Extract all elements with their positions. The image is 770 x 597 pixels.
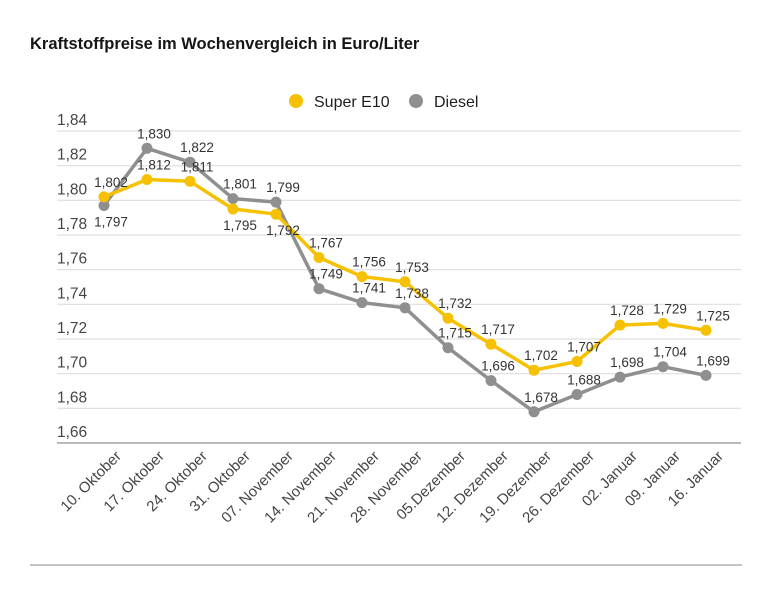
legend-swatch-super-e10 <box>289 94 303 108</box>
data-point-super-e10 <box>270 208 282 220</box>
data-label-super-e10: 1,729 <box>653 301 687 316</box>
series-line-super-e10 <box>102 177 708 372</box>
data-label-super-e10: 1,812 <box>137 158 171 173</box>
data-point-super-e10 <box>657 317 669 329</box>
data-point-diesel <box>141 142 153 154</box>
data-label-super-e10: 1,792 <box>266 223 300 238</box>
data-label-super-e10: 1,753 <box>395 260 429 275</box>
data-label-diesel: 1,704 <box>653 345 687 360</box>
data-point-diesel <box>399 302 411 314</box>
data-point-diesel <box>485 375 497 387</box>
data-label-diesel: 1,738 <box>395 286 429 301</box>
data-label-super-e10: 1,767 <box>309 236 343 251</box>
legend-label-super-e10: Super E10 <box>314 94 390 111</box>
data-label-diesel: 1,678 <box>524 390 558 405</box>
data-label-diesel: 1,688 <box>567 373 601 388</box>
data-label-super-e10: 1,756 <box>352 255 386 270</box>
data-label-super-e10: 1,702 <box>524 348 558 363</box>
data-label-diesel: 1,797 <box>94 215 128 230</box>
data-point-diesel <box>528 406 540 418</box>
y-axis-tick-label: 1,72 <box>57 320 87 337</box>
data-label-diesel: 1,799 <box>266 180 300 195</box>
data-point-super-e10 <box>184 175 196 187</box>
data-point-diesel <box>700 369 712 381</box>
data-label-diesel: 1,715 <box>438 326 472 341</box>
data-point-diesel <box>657 361 669 373</box>
y-axis-tick-label: 1,68 <box>57 389 87 406</box>
data-label-super-e10: 1,732 <box>438 296 472 311</box>
data-label-diesel: 1,698 <box>610 355 644 370</box>
data-label-diesel: 1,830 <box>137 126 171 141</box>
data-label-diesel: 1,741 <box>352 281 386 296</box>
data-point-super-e10 <box>141 174 153 185</box>
data-label-diesel: 1,749 <box>309 267 343 282</box>
data-point-super-e10 <box>442 312 454 324</box>
data-point-super-e10 <box>98 191 110 203</box>
data-point-super-e10 <box>356 271 368 283</box>
data-point-super-e10 <box>528 364 540 376</box>
data-point-super-e10 <box>227 203 239 215</box>
data-point-diesel <box>614 371 626 383</box>
data-point-diesel <box>184 156 196 168</box>
data-label-super-e10: 1,811 <box>181 159 214 174</box>
data-point-diesel <box>313 283 325 295</box>
data-point-diesel <box>356 297 368 309</box>
data-label-super-e10: 1,728 <box>610 303 644 318</box>
data-label-super-e10: 1,707 <box>567 340 601 355</box>
data-point-super-e10 <box>485 338 497 350</box>
data-point-super-e10 <box>571 356 583 367</box>
y-axis-tick-label: 1,76 <box>57 251 87 268</box>
y-axis-tick-label: 1,82 <box>57 147 87 164</box>
data-label-diesel: 1,699 <box>696 353 730 368</box>
data-point-super-e10 <box>614 319 626 331</box>
data-point-diesel <box>98 200 110 211</box>
data-label-diesel: 1,801 <box>223 177 257 192</box>
legend-label-diesel: Diesel <box>434 94 478 111</box>
chart-title: Kraftstoffpreise im Wochenvergleich in E… <box>30 35 420 53</box>
data-point-diesel <box>270 196 282 208</box>
data-label-diesel: 1,696 <box>481 359 515 374</box>
data-point-super-e10 <box>313 252 325 263</box>
data-point-super-e10 <box>700 324 712 336</box>
data-label-super-e10: 1,717 <box>481 322 515 337</box>
y-axis-tick-label: 1,66 <box>57 424 87 441</box>
data-point-super-e10 <box>399 276 411 288</box>
data-point-diesel <box>442 342 454 354</box>
data-label-diesel: 1,822 <box>180 140 214 155</box>
y-axis-tick-label: 1,74 <box>57 285 88 302</box>
data-label-super-e10: 1,795 <box>223 218 257 233</box>
y-axis-tick-label: 1,70 <box>57 355 88 372</box>
data-point-diesel <box>571 389 583 400</box>
data-label-super-e10: 1,725 <box>696 308 730 323</box>
footer-divider <box>30 564 742 566</box>
data-label-super-e10: 1,802 <box>94 175 128 190</box>
data-point-diesel <box>227 193 239 205</box>
y-axis-tick-label: 1,78 <box>57 216 87 233</box>
legend-swatch-diesel <box>409 94 423 108</box>
y-axis-tick-label: 1,80 <box>57 181 88 198</box>
y-axis-tick-label: 1,84 <box>57 112 88 129</box>
